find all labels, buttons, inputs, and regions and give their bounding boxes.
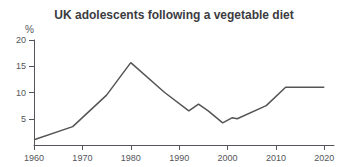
svg-text:2000: 2000 xyxy=(218,153,238,163)
svg-text:5: 5 xyxy=(21,114,26,124)
svg-text:10: 10 xyxy=(16,88,26,98)
svg-text:UK adolescents following a veg: UK adolescents following a vegetable die… xyxy=(54,8,293,22)
svg-text:%: % xyxy=(25,24,34,35)
svg-text:1970: 1970 xyxy=(72,153,92,163)
svg-text:1960: 1960 xyxy=(24,153,44,163)
svg-text:2020: 2020 xyxy=(314,153,334,163)
svg-text:20: 20 xyxy=(16,35,26,45)
svg-text:1990: 1990 xyxy=(169,153,189,163)
svg-text:1980: 1980 xyxy=(121,153,141,163)
svg-text:15: 15 xyxy=(16,61,26,71)
svg-text:2010: 2010 xyxy=(266,153,286,163)
